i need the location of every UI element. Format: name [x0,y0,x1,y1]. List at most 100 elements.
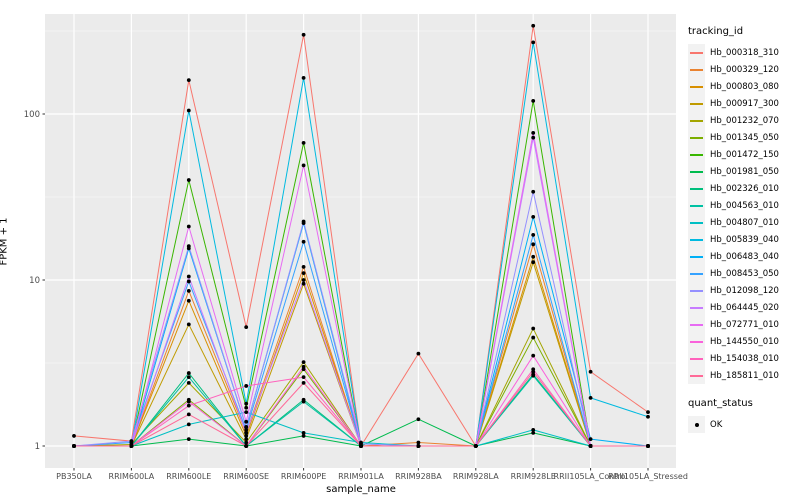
legend-item: Hb_144550_010 [688,333,798,350]
data-point [301,75,306,80]
data-point [531,254,536,259]
x-tick-label: PB350LA [56,472,92,481]
legend-key [688,316,705,333]
data-point [301,399,306,404]
ok-point-icon [688,416,705,433]
legend-key [688,231,705,248]
data-point [72,444,76,448]
legend-item-label: Hb_012098_120 [710,285,779,296]
x-tick-label: RRIM600SE [223,472,269,481]
data-point [186,224,191,229]
series-color-swatch [690,221,703,224]
legend-item: Hb_000917_300 [688,95,798,112]
data-point [244,410,249,415]
legend-item: Hb_001981_050 [688,163,798,180]
data-point [301,360,306,365]
data-point [244,440,249,445]
y-tick-label: 10 [29,276,40,286]
data-point [588,395,593,400]
series-color-swatch [690,153,703,156]
legend-key [688,350,705,367]
data-point [244,430,249,435]
legend-key [688,367,705,384]
data-point [301,380,306,385]
legend-item-label: Hb_006483_040 [710,251,779,262]
data-point [186,108,191,113]
series-color-swatch [690,102,703,105]
data-point [186,380,191,385]
data-point [531,428,536,432]
legend-item-label: Hb_001345_050 [710,132,779,143]
legend-key [688,129,705,146]
legend-key [688,61,705,78]
data-point [186,371,191,375]
legend-key [688,333,705,350]
data-point [186,403,191,408]
x-axis-label: sample_name [326,484,396,495]
data-point [244,405,249,410]
series-color-swatch [690,238,703,241]
legend-item-label: OK [710,419,723,430]
series-color-swatch [690,306,703,309]
x-tick-label: RRIM928LE [511,472,556,481]
data-point [301,430,306,435]
data-point [416,440,421,445]
data-point [531,23,536,28]
legend-item: Hb_004807_010 [688,214,798,231]
legend-items: Hb_000318_310 Hb_000329_120 Hb_000803_080 H… [688,44,798,384]
data-point [531,135,536,140]
legend-item-label: Hb_000318_310 [710,47,779,58]
legend-item-label: Hb_005839_040 [710,234,779,245]
legend-item: Hb_005839_040 [688,231,798,248]
x-tick-label: RRIM901LA [338,472,384,481]
data-point [531,260,536,265]
data-point [244,425,249,429]
data-point [301,278,306,282]
legend-key [688,282,705,299]
legend-key [688,214,705,231]
data-point [359,444,363,448]
legend-item-label: Hb_001472_150 [710,149,779,160]
data-point [244,419,249,424]
series-color-swatch [690,340,703,343]
data-point [531,98,536,103]
legend-item: Hb_004563_010 [688,197,798,214]
x-tick-label: RRII105LA_Control [554,472,628,481]
data-point [244,428,249,432]
series-color-swatch [690,255,703,258]
series-color-swatch [690,85,703,88]
data-point [186,298,191,303]
legend-item: Hb_001345_050 [688,129,798,146]
data-point [588,369,593,374]
x-tick-label: RRII105LA_Stressed [608,472,688,481]
legend-key [688,112,705,129]
data-point [531,373,536,378]
series-color-swatch [690,170,703,173]
series-color-swatch [690,289,703,292]
legend-key [688,44,705,61]
data-point [186,279,191,284]
data-point [531,214,536,219]
series-color-swatch [690,51,703,54]
legend-title-tracking: tracking_id [688,26,744,37]
data-point [531,242,536,247]
data-point [186,178,191,182]
data-point [416,444,421,448]
x-tick-label: RRIM600LA [109,472,155,481]
legend-item-label: Hb_004807_010 [710,217,779,228]
data-point [531,335,536,340]
legend-key [688,146,705,163]
data-point [301,281,306,286]
legend-title-quant: quant_status [688,398,753,409]
data-point [531,232,536,237]
data-point [531,326,536,331]
legend-item: Hb_002326_010 [688,180,798,197]
legend-item-label: Hb_000329_120 [710,64,779,75]
legend-item-label: Hb_001981_050 [710,166,779,177]
series-color-swatch [690,272,703,275]
legend: tracking_id Hb_000318_310 Hb_000329_120 Hb… [688,26,798,433]
legend-item-label: Hb_185811_010 [710,370,779,381]
series-color-swatch [690,187,703,190]
legend-key [688,248,705,265]
